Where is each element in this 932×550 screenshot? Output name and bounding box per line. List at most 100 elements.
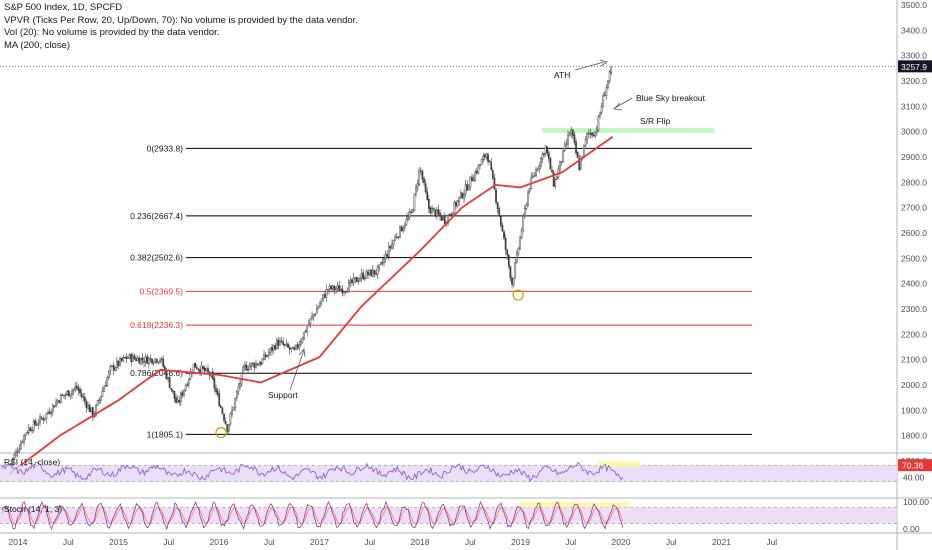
candle-body [325,289,328,298]
candle-body [431,208,433,214]
candle [370,269,373,277]
volume-indicator-label[interactable]: Vol (20): No volume is provided by the d… [4,27,220,38]
candle-body [261,358,264,365]
ma-indicator-label[interactable]: MA (200, close) [4,39,70,51]
candle [360,268,363,283]
candle [317,305,320,310]
candle-body [88,404,91,412]
candle-body [602,94,605,108]
vpvr-indicator-label[interactable]: VPVR (Ticks Per Row, 20, Up/Down, 70): N… [4,14,358,26]
candle [383,254,385,267]
breakout-arrowhead [613,102,623,111]
candle [504,234,507,255]
candle-body [355,276,358,282]
candle [376,264,379,279]
candle-body [109,365,112,371]
price-tick-label: 2600.0 [901,228,927,238]
candle-body [82,396,85,398]
candle-body [146,356,149,364]
candle [514,258,517,279]
candle [90,407,93,414]
candle-body [327,289,329,291]
candle-body [549,158,552,170]
candle [288,344,291,355]
candle [363,275,366,282]
candle-body [595,129,598,133]
candle-body [48,411,51,414]
candle [480,158,483,166]
candle [239,379,241,391]
candle-body [103,386,105,392]
candle [269,347,272,356]
candle [106,375,109,387]
candle-body [599,112,601,117]
candle-body [538,165,541,169]
candle-body [363,277,366,280]
candle [263,350,265,361]
candle-body [104,385,107,388]
candle [536,167,539,172]
candle [219,404,222,409]
candle [122,354,125,363]
candle [72,388,75,396]
candle-body [253,363,256,368]
candle-body [130,354,133,362]
candle [266,354,269,358]
candle-body [541,153,544,160]
candle-body [288,347,291,350]
candle [592,131,595,137]
candle [511,275,513,289]
candle-body [87,404,89,409]
candle-body [269,347,272,353]
candle-body [15,450,17,456]
candle-body [346,290,349,293]
candle [290,347,293,353]
candle-body [339,288,342,291]
candle [179,391,182,407]
candle [477,163,480,175]
candle [362,269,365,281]
candle-body [607,80,609,88]
chart-title[interactable]: S&P 500 Index, 1D, SPCFD [4,2,123,13]
candle-body [80,393,83,397]
time-tick-label: 2015 [109,537,128,547]
candle-body [119,358,121,366]
candle-body [211,371,214,380]
candle-body [544,145,547,154]
candle-body [309,318,312,324]
candle-body [551,170,553,172]
candle [258,360,261,366]
candle [99,396,102,405]
candle-body [576,152,579,159]
stoch-tick-label: 0.00 [903,524,920,534]
time-tick-label: 2019 [511,537,530,547]
fib-level-label: 0.236(2667.4) [130,211,183,221]
candle-body [335,288,337,290]
candle-body [218,393,221,407]
candle-body [127,357,129,359]
candle [354,277,357,284]
candle-body [503,231,505,239]
candle-body [79,389,81,394]
candle-body [359,278,361,281]
candle-body [223,413,225,421]
candle [467,183,470,191]
candle-body [391,243,393,249]
candle [479,164,481,170]
candle-body [491,170,494,179]
candle-body [515,252,518,263]
candle-body [301,338,304,343]
candle-body [451,212,454,215]
candle [141,352,144,365]
candle-body [415,186,417,195]
candle-body [243,364,246,368]
candle [549,156,552,170]
candle [306,325,309,337]
candle [37,419,40,430]
candle [503,229,505,241]
candle [287,341,289,349]
candle-body [554,179,557,187]
candle [535,166,537,178]
candle-body [506,249,509,256]
